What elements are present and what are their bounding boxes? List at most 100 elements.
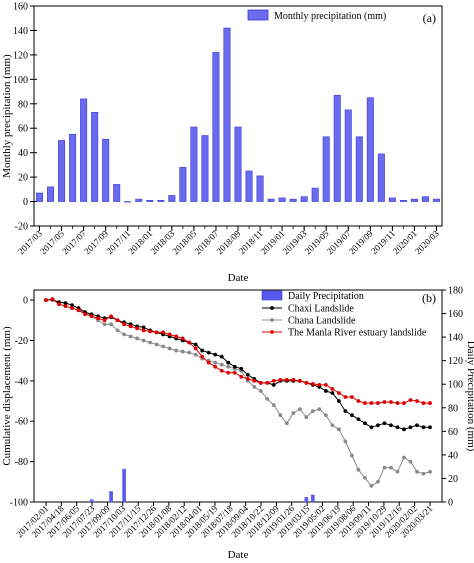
manla-point bbox=[148, 329, 153, 334]
manla-point bbox=[141, 328, 146, 333]
manla-point bbox=[428, 401, 432, 405]
chana-point bbox=[161, 344, 166, 349]
precipitation-bar bbox=[223, 27, 231, 202]
precipitation-bar bbox=[289, 198, 297, 202]
manla-point bbox=[63, 304, 68, 309]
manla-point bbox=[349, 395, 354, 399]
precipitation-bar bbox=[201, 135, 209, 202]
chana-point bbox=[141, 338, 146, 343]
chaxi-point bbox=[369, 425, 374, 430]
chaxi-point bbox=[271, 382, 276, 387]
chana-point bbox=[135, 336, 140, 341]
precipitation-bar bbox=[366, 97, 374, 202]
legend-label: The Manla River estuary landslide bbox=[288, 328, 427, 339]
precipitation-bar bbox=[322, 136, 330, 202]
manla-point bbox=[226, 370, 231, 375]
chana-point bbox=[317, 407, 322, 412]
panel-b-y-axis-right: 0 20 40 60 80 100 120 140 160 180 bbox=[442, 286, 463, 509]
chana-point bbox=[284, 421, 289, 426]
chaxi-point bbox=[213, 352, 218, 357]
precipitation-bar bbox=[355, 136, 363, 202]
manla-point bbox=[323, 382, 328, 387]
legend-label: Chaxi Landslide bbox=[288, 304, 354, 315]
y2-tick-label: 100 bbox=[448, 380, 463, 391]
panel-b-plot-frame bbox=[33, 289, 443, 503]
manla-point bbox=[330, 387, 335, 391]
precipitation-bar bbox=[80, 98, 88, 202]
chaxi-point bbox=[245, 372, 250, 377]
precipitation-bar bbox=[58, 140, 66, 202]
manla-point bbox=[382, 400, 387, 404]
chana-point bbox=[428, 469, 432, 474]
precipitation-bar bbox=[432, 198, 440, 202]
manla-point bbox=[213, 364, 218, 369]
manla-point bbox=[135, 326, 140, 331]
y-tick-label: 140 bbox=[13, 26, 28, 37]
panel-a-bars bbox=[36, 27, 440, 203]
y2-tick-label: 0 bbox=[448, 498, 453, 509]
chaxi-point bbox=[428, 425, 432, 430]
chana-point bbox=[323, 413, 328, 418]
precipitation-bar bbox=[146, 200, 154, 202]
y-tick-label: 120 bbox=[13, 50, 28, 61]
chana-point bbox=[369, 483, 374, 488]
chana-point bbox=[174, 348, 179, 353]
precipitation-bar bbox=[377, 153, 385, 202]
chana-point bbox=[167, 346, 172, 351]
manla-point bbox=[265, 380, 270, 385]
chana-point bbox=[180, 349, 185, 354]
legend-marker bbox=[270, 306, 274, 310]
precipitation-bar bbox=[179, 167, 187, 202]
chana-point bbox=[154, 342, 159, 347]
chana-point bbox=[193, 352, 198, 357]
manla-point bbox=[206, 360, 211, 365]
chana-point bbox=[252, 385, 257, 389]
precipitation-bar bbox=[256, 175, 264, 202]
panel-b-y-axis-title: Cumulative displacement (mm) bbox=[1, 326, 13, 466]
y-tick-label: 80 bbox=[18, 99, 28, 110]
y2-tick-label: 80 bbox=[448, 403, 458, 414]
manla-point bbox=[187, 340, 192, 345]
y-tick-label: 0 bbox=[23, 197, 28, 208]
manla-point bbox=[154, 330, 159, 335]
panel-b-x-axis: 2017/02/012017/04/182017/06/052017/07/23… bbox=[14, 502, 434, 539]
manla-point bbox=[200, 354, 205, 359]
y-tick-label: -20 bbox=[15, 336, 28, 347]
chaxi-point bbox=[395, 425, 400, 430]
chana-point bbox=[148, 340, 153, 345]
manla-point bbox=[180, 336, 185, 341]
precipitation-bar bbox=[124, 201, 132, 203]
chana-point bbox=[258, 389, 263, 393]
chaxi-point bbox=[376, 423, 380, 428]
daily-precipitation-bar bbox=[89, 499, 94, 503]
panel-a-legend-label: Monthly precipitation (mm) bbox=[274, 11, 386, 22]
chana-point bbox=[408, 459, 413, 464]
precipitation-bar bbox=[311, 187, 319, 202]
chana-point bbox=[226, 364, 231, 369]
y2-tick-label: 160 bbox=[448, 309, 463, 320]
manla-point bbox=[415, 399, 419, 403]
chana-point bbox=[389, 465, 393, 470]
chaxi-point bbox=[415, 423, 419, 428]
precipitation-bar bbox=[388, 197, 396, 202]
panel-a-x-axis: 2017/032017/052017/072017/092017/112018/… bbox=[16, 226, 441, 256]
y2-tick-label: 120 bbox=[448, 356, 463, 367]
manla-point bbox=[89, 314, 94, 319]
y-tick-label: 0 bbox=[23, 296, 28, 307]
precipitation-bar bbox=[278, 197, 286, 202]
chana-point bbox=[382, 465, 387, 470]
y-tick-label: -100 bbox=[10, 498, 28, 509]
chana-point bbox=[304, 415, 309, 420]
chana-point bbox=[102, 322, 107, 327]
chaxi-point bbox=[330, 391, 335, 395]
chaxi-point bbox=[382, 421, 387, 426]
manla-point bbox=[369, 401, 374, 405]
panel-b-x-axis-title: Date bbox=[228, 549, 249, 561]
precipitation-bar bbox=[113, 184, 121, 202]
legend-marker bbox=[270, 330, 274, 334]
manla-point bbox=[258, 380, 263, 385]
chaxi-point bbox=[363, 421, 367, 426]
chana-point bbox=[310, 409, 315, 414]
manla-point bbox=[232, 370, 237, 375]
